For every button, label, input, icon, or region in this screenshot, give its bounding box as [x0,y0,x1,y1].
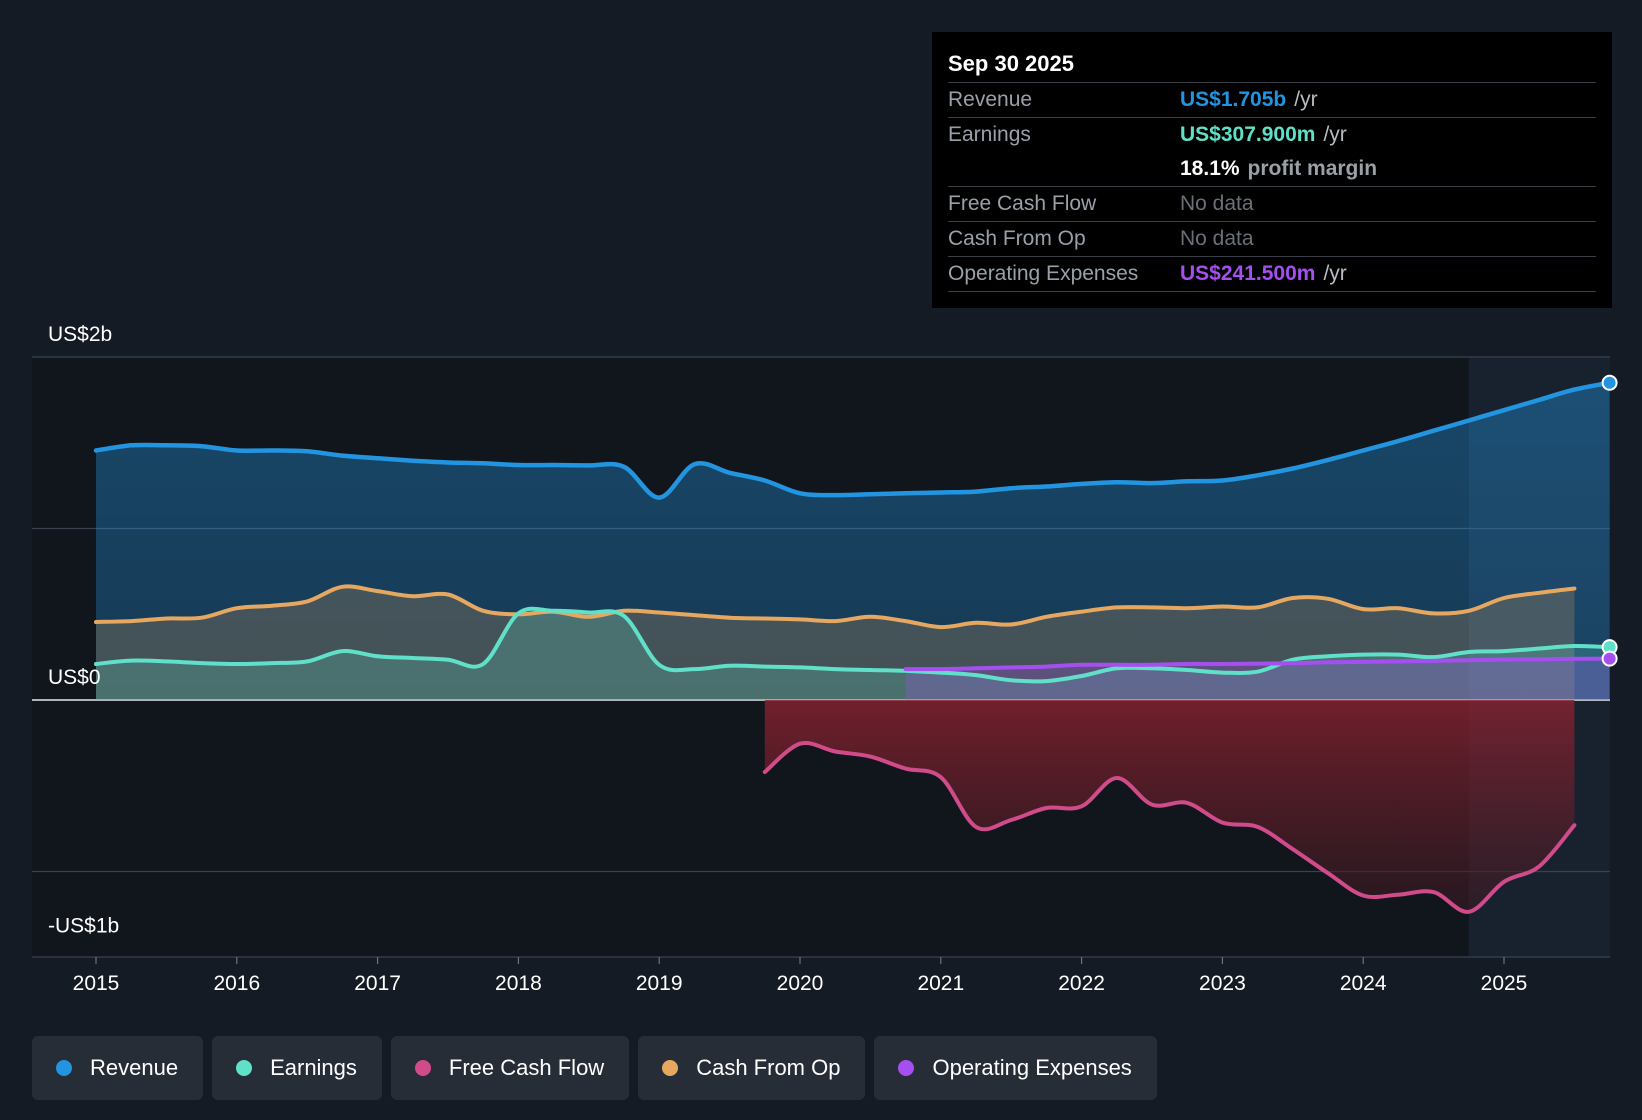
x-axis-label: 2019 [636,972,683,995]
area-revenue [96,382,1610,700]
tooltip-date: Sep 30 2025 [948,46,1596,83]
endpoint-revenue [1601,374,1618,391]
x-axis-label: 2022 [1058,972,1105,995]
tooltip-value: US$1.705b [1180,88,1287,111]
x-axis-label: 2023 [1199,972,1246,995]
legend-item-operating-expenses[interactable]: Operating Expenses [874,1036,1157,1100]
tooltip-unit: /yr [1323,123,1347,146]
tooltip-label: Cash From Op [948,227,1086,250]
y-axis-label: US$2b [48,323,112,346]
legend-dot-icon [414,1060,431,1076]
x-axis-label: 2016 [213,972,260,995]
legend-item-cash-from-op[interactable]: Cash From Op [638,1036,866,1100]
x-axis-label: 2020 [777,972,824,995]
x-axis-label: 2021 [917,972,964,995]
legend: Revenue Earnings Free Cash Flow Cash Fro… [32,1036,1157,1100]
legend-dot-icon [236,1060,253,1076]
legend-label: Operating Expenses [932,1055,1132,1080]
tooltip-label: Earnings [948,123,1031,146]
legend-item-free-cash-flow[interactable]: Free Cash Flow [390,1036,630,1100]
endpoint-opex [1601,650,1618,667]
legend-label: Revenue [90,1055,179,1080]
tooltip-unit: /yr [1294,88,1318,111]
tooltip-row-fcf: Free Cash Flow No data [948,187,1596,222]
tooltip-row-margin: 18.1% profit margin [948,152,1596,187]
x-axis-label: 2017 [354,972,401,995]
tooltip-panel: Sep 30 2025 Revenue US$1.705b /yr Earnin… [932,32,1612,308]
legend-dot-icon [56,1060,72,1076]
legend-dot-icon [898,1060,915,1076]
x-axis-label: 2025 [1481,972,1528,995]
tooltip-value: 18.1% [1180,157,1240,180]
tooltip-unit: profit margin [1247,157,1378,180]
tooltip-value: No data [1180,192,1254,215]
line-cfo [94,584,1577,630]
tooltip-value: No data [1180,227,1254,250]
line-revenue [93,380,1612,500]
legend-label: Cash From Op [696,1055,841,1080]
area-fcf [764,700,1575,912]
line-fcf [762,740,1577,914]
area-earnings [96,608,1610,700]
area-opex [905,658,1610,700]
line-opex [903,656,1612,672]
tooltip-value: US$307.900m [1180,123,1316,146]
legend-item-earnings[interactable]: Earnings [212,1036,382,1100]
tooltip-unit: /yr [1323,262,1347,285]
tooltip-row-revenue: Revenue US$1.705b /yr [948,83,1596,118]
tooltip-value: US$241.500m [1180,262,1316,285]
y-axis-label: US$0 [48,666,101,689]
tooltip-label: Operating Expenses [948,262,1139,285]
x-axis-label: 2024 [1340,972,1387,995]
line-earnings [94,606,1612,684]
y-axis-label: -US$1b [48,914,119,937]
legend-label: Earnings [270,1055,357,1080]
tooltip-row-opex: Operating Expenses US$241.500m /yr [948,257,1596,292]
tooltip-label: Free Cash Flow [948,192,1097,215]
tooltip-row-cfo: Cash From Op No data [948,222,1596,257]
legend-dot-icon [662,1060,679,1076]
legend-label: Free Cash Flow [448,1055,605,1080]
x-axis-label: 2015 [73,972,120,995]
tooltip-label: Revenue [948,88,1033,111]
tooltip-row-earnings: Earnings US$307.900m /yr [948,118,1596,152]
x-axis-label: 2018 [495,972,542,995]
legend-item-revenue[interactable]: Revenue [32,1036,204,1100]
